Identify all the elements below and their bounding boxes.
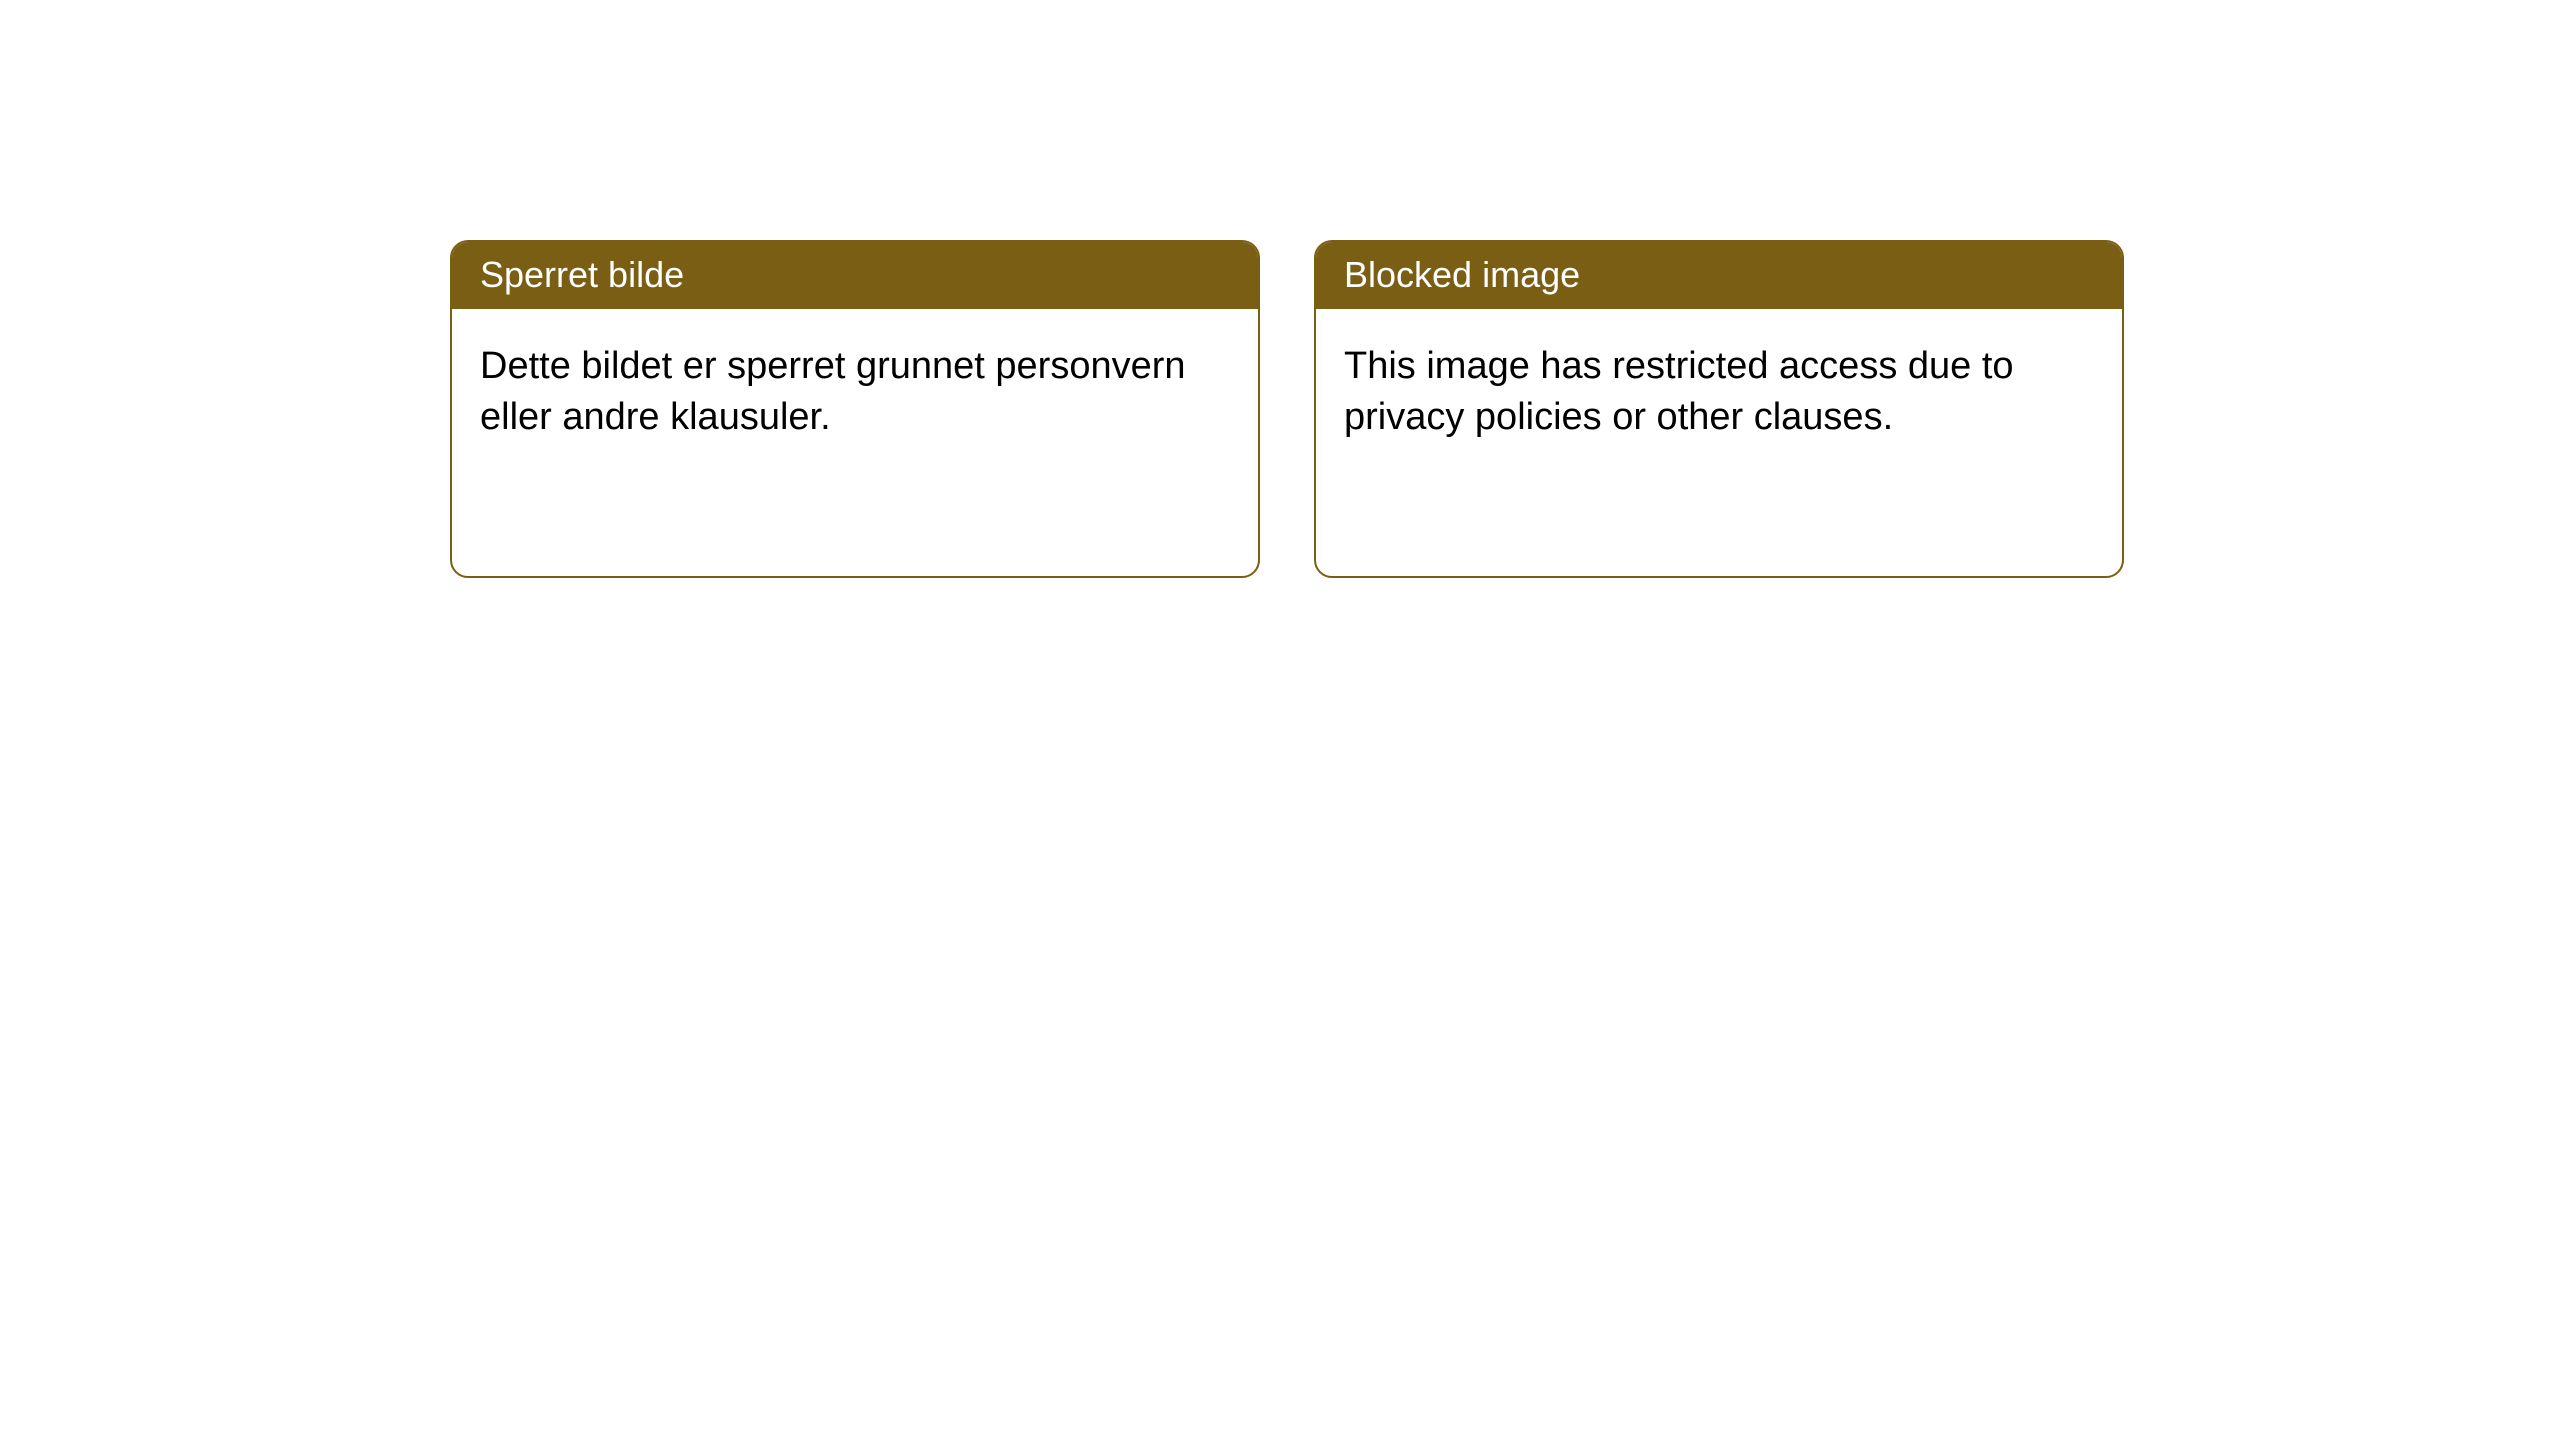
card-body: This image has restricted access due to … [1316, 309, 2122, 476]
card-header: Sperret bilde [452, 242, 1258, 309]
blocked-image-card-english: Blocked image This image has restricted … [1314, 240, 2124, 578]
card-body: Dette bildet er sperret grunnet personve… [452, 309, 1258, 476]
card-header: Blocked image [1316, 242, 2122, 309]
card-body-text: This image has restricted access due to … [1344, 345, 2014, 438]
notice-container: Sperret bilde Dette bildet er sperret gr… [0, 0, 2560, 578]
card-body-text: Dette bildet er sperret grunnet personve… [480, 345, 1186, 438]
blocked-image-card-norwegian: Sperret bilde Dette bildet er sperret gr… [450, 240, 1260, 578]
card-title: Blocked image [1344, 254, 1580, 295]
card-title: Sperret bilde [480, 254, 684, 295]
